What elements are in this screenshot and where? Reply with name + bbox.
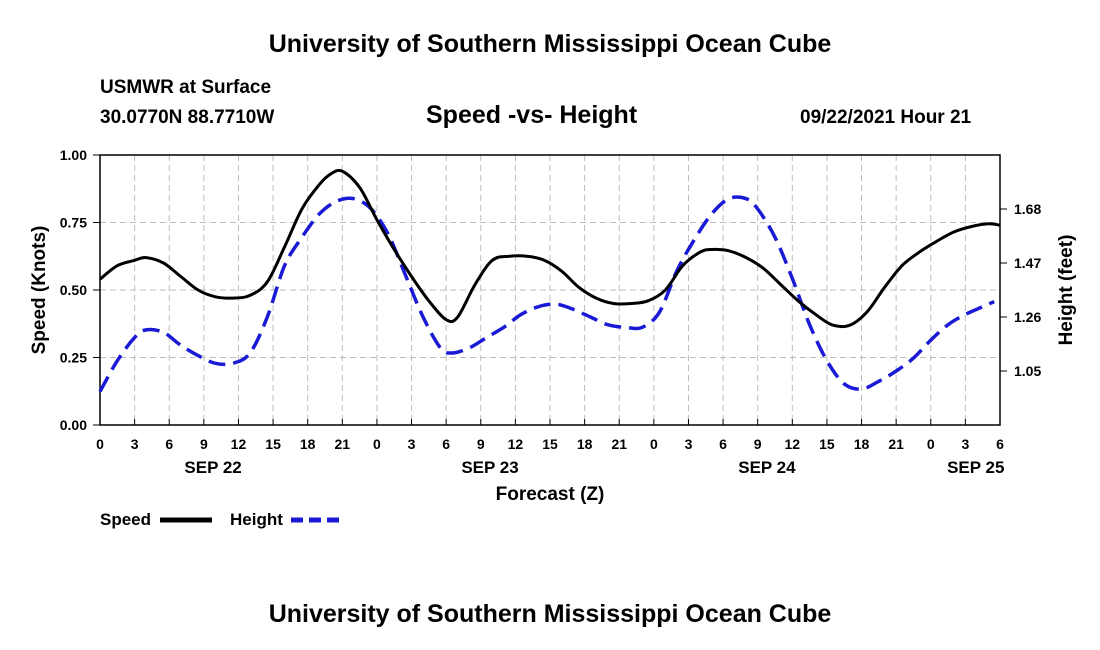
y-tick-label: 1.00 (60, 147, 87, 163)
y-tick-label: 0.25 (60, 350, 87, 366)
series-line-speed (99, 168, 1001, 329)
x-axis-ticks: 0 3 6 9 12 15 18 21 0 3 6 9 12 15 18 21 0 3 6 9 12 15 18 21 0 3 6 (96, 419, 1004, 452)
legend-label-height: Height (230, 510, 283, 529)
station-coordinates: 30.0770N 88.7710W (100, 107, 275, 128)
x-tick-label: 12 (508, 436, 524, 452)
chart-title: Speed -vs- Height (426, 101, 638, 129)
x-tick-label: 18 (577, 436, 593, 452)
y2-tick-label: 1.26 (1014, 309, 1041, 325)
y2-tick-label: 1.68 (1014, 201, 1041, 217)
legend: Speed Height (100, 510, 343, 529)
date-label: SEP 22 (184, 458, 241, 477)
x-tick-label: 21 (611, 436, 627, 452)
x-tick-label: 9 (477, 436, 485, 452)
x-tick-label: 0 (373, 436, 381, 452)
x-tick-label: 9 (754, 436, 762, 452)
x-tick-label: 12 (231, 436, 247, 452)
page-title-top: University of Southern Mississippi Ocean… (268, 30, 832, 58)
x-tick-label: 3 (685, 436, 693, 452)
y2-axis-label: Height (feet) (1056, 235, 1077, 346)
date-label: SEP 24 (738, 458, 796, 477)
x-tick-label: 3 (961, 436, 969, 452)
y2-tick-label: 1.47 (1014, 255, 1041, 271)
x-tick-label: 18 (300, 436, 316, 452)
series-line-height (98, 195, 995, 393)
x-tick-label: 9 (200, 436, 208, 452)
x-tick-label: 3 (408, 436, 416, 452)
y2-axis-ticks: 1.05 1.26 1.47 1.68 (1000, 201, 1041, 379)
x-tick-label: 0 (927, 436, 935, 452)
x-tick-label: 21 (888, 436, 904, 452)
forecast-datetime: 09/22/2021 Hour 21 (800, 107, 972, 128)
y-tick-label: 0.00 (60, 417, 87, 433)
x-tick-label: 6 (719, 436, 727, 452)
x-tick-label: 0 (650, 436, 658, 452)
date-label: SEP 23 (461, 458, 518, 477)
y-tick-label: 0.50 (60, 282, 87, 298)
station-label: USMWR at Surface (100, 77, 272, 98)
y2-tick-label: 1.05 (1014, 363, 1041, 379)
grid-lines (100, 155, 1000, 425)
x-tick-label: 15 (819, 436, 835, 452)
date-label: SEP 25 (947, 458, 1004, 477)
x-tick-label: 0 (96, 436, 104, 452)
x-tick-label: 15 (542, 436, 558, 452)
x-tick-label: 6 (442, 436, 450, 452)
x-tick-label: 6 (996, 436, 1004, 452)
x-tick-label: 3 (131, 436, 139, 452)
y-axis-ticks: 0.00 0.25 0.50 0.75 1.00 (60, 147, 100, 433)
x-tick-label: 21 (335, 436, 351, 452)
x-tick-label: 15 (265, 436, 281, 452)
date-labels: SEP 22 SEP 23 SEP 24 SEP 25 (184, 458, 1004, 477)
x-tick-label: 12 (785, 436, 801, 452)
x-tick-label: 18 (854, 436, 870, 452)
page-title-bottom: University of Southern Mississippi Ocean… (268, 600, 832, 628)
x-axis-label: Forecast (Z) (496, 484, 605, 505)
y-tick-label: 0.75 (60, 215, 87, 231)
x-tick-label: 6 (165, 436, 173, 452)
y-axis-label: Speed (Knots) (29, 226, 50, 355)
legend-label-speed: Speed (100, 510, 151, 529)
